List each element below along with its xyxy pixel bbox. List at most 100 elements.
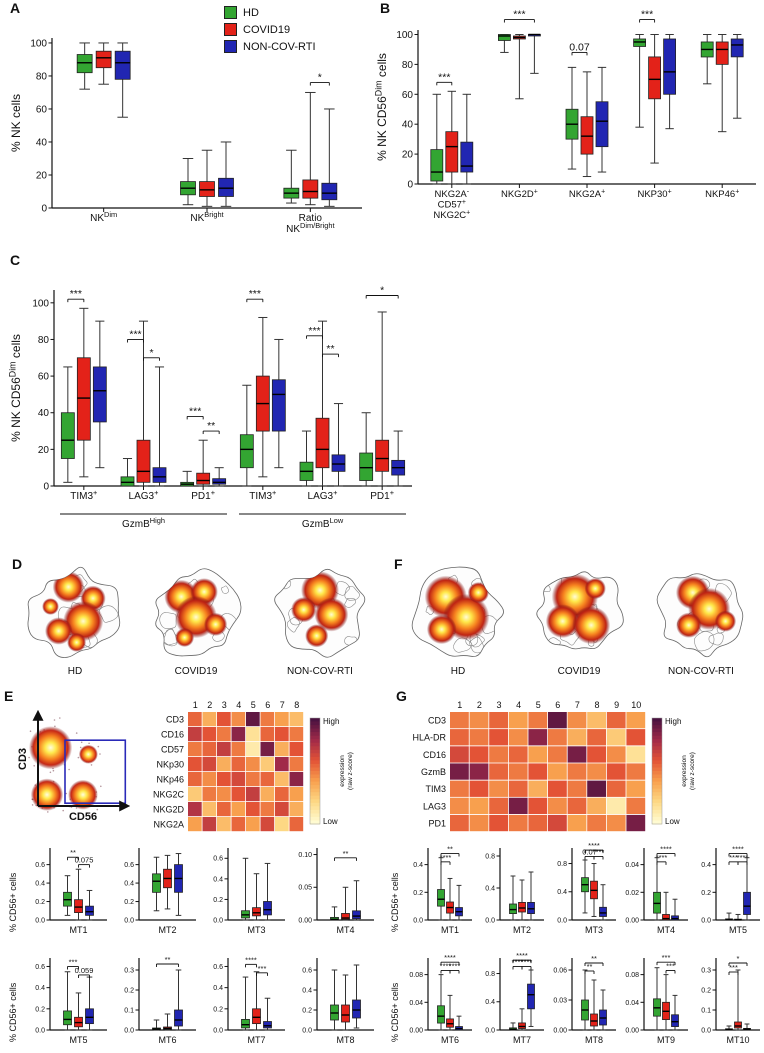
svg-text:PD1+: PD1+ xyxy=(191,488,215,502)
svg-text:0.0: 0.0 xyxy=(701,918,711,925)
svg-text:20: 20 xyxy=(402,150,414,161)
svg-text:0.4: 0.4 xyxy=(35,985,45,992)
svg-text:0.6: 0.6 xyxy=(35,964,45,971)
panel-e-boxplot-mt1: 0.0 0.2 0.4 0.6 ** 0.075 MT1 xyxy=(24,836,110,936)
svg-text:0.4: 0.4 xyxy=(302,988,312,995)
svg-text:MT4: MT4 xyxy=(337,925,355,935)
svg-text:0.1: 0.1 xyxy=(124,1008,134,1015)
panel-g-boxplot-mt7: 0.0 0.4 0.8 **** **** **** MT7 xyxy=(476,946,546,1046)
svg-text:CD3: CD3 xyxy=(428,716,446,726)
boxplot-svg: 0.00 0.03 0.06 **** MT8 xyxy=(553,954,616,1045)
panel-e-boxplot-mt3: 0.0 0.2 0.4 0.6 MT3 xyxy=(202,836,288,936)
panel-g-label: G xyxy=(396,688,407,704)
svg-text:10: 10 xyxy=(631,700,641,710)
svg-text:5: 5 xyxy=(251,700,256,710)
svg-text:***: *** xyxy=(662,953,671,962)
svg-text:NKG2C+: NKG2C+ xyxy=(433,209,470,221)
svg-text:0.3: 0.3 xyxy=(124,967,134,974)
boxplot-svg: 0 20 40 60 80 100 * NKDim NKBright RatioNKDim/Bri… xyxy=(9,38,362,235)
svg-text:0.0: 0.0 xyxy=(413,918,423,925)
svg-text:Ratio: Ratio xyxy=(299,213,323,224)
panel-f-label-covid19: COVID19 xyxy=(557,666,601,677)
svg-text:60: 60 xyxy=(402,90,414,101)
svg-text:****: **** xyxy=(660,845,672,854)
svg-text:1: 1 xyxy=(193,700,198,710)
svg-text:0.0: 0.0 xyxy=(213,918,223,925)
svg-text:***: *** xyxy=(729,853,738,862)
svg-text:**: ** xyxy=(326,343,334,355)
boxplot-svg: 0.00 0.02 0.04 ******** MT4 xyxy=(625,845,688,935)
svg-text:8: 8 xyxy=(594,700,599,710)
svg-text:0.2: 0.2 xyxy=(701,890,711,897)
svg-text:0.4: 0.4 xyxy=(35,881,45,888)
svg-text:MT2: MT2 xyxy=(159,925,177,935)
svg-text:0.04: 0.04 xyxy=(625,862,639,869)
svg-text:0.2: 0.2 xyxy=(302,1008,312,1015)
svg-text:0.10: 0.10 xyxy=(298,852,312,859)
panel-g-heatmap: 1 2 3 4 5 6 7 8 9 10 CD3 HLA-DR CD16 GzmB TIM3 LAG3 PD1 H… xyxy=(400,698,708,836)
svg-text:***: *** xyxy=(249,288,261,300)
svg-text:PD1+: PD1+ xyxy=(370,488,394,502)
svg-text:0.2: 0.2 xyxy=(124,899,134,906)
panel-e-flow-plot: CD56 CD3 xyxy=(12,704,136,826)
svg-text:0.4: 0.4 xyxy=(124,881,134,888)
panel-g-boxplot-mt8: 0.00 0.03 0.06 ** ** MT8 xyxy=(548,946,618,1046)
panel-g-boxplot-mt4: 0.00 0.02 0.04 **** **** MT4 xyxy=(620,836,690,936)
svg-text:****: **** xyxy=(521,957,533,966)
svg-text:NKG2C: NKG2C xyxy=(153,790,185,800)
svg-text:TIM3: TIM3 xyxy=(425,784,446,794)
svg-text:***: *** xyxy=(438,71,450,83)
svg-text:NKG2A-: NKG2A- xyxy=(435,188,470,200)
heatmap-svg: 1 2 3 4 5 6 7 8 CD3 CD16 CD57 NKp30 NKp46 NKG2C NKG2D N… xyxy=(153,700,354,832)
panel-d-tsne-covid19 xyxy=(138,562,254,664)
panel-g-boxplot-mt3: 0.0 0.4 0.8 **** 0.07 **** MT3 xyxy=(548,836,618,936)
boxplot-svg: 0.0 0.4 0.8 MT2 xyxy=(485,848,544,935)
svg-text:0: 0 xyxy=(407,180,413,191)
legend-item-hd: HD xyxy=(224,6,316,19)
svg-text:****: **** xyxy=(444,953,456,962)
svg-text:****: **** xyxy=(449,961,461,970)
svg-text:0.0: 0.0 xyxy=(35,1028,45,1035)
boxplot-svg: 0.0 0.2 0.4 ****** MT1 xyxy=(413,845,472,935)
svg-text:0.4: 0.4 xyxy=(701,862,711,869)
boxplot-svg: 0.0 0.2 0.4 0.6 MT8 xyxy=(302,958,374,1045)
svg-text:40: 40 xyxy=(402,120,414,131)
svg-text:0.08: 0.08 xyxy=(409,972,423,979)
svg-text:***: *** xyxy=(729,963,738,972)
svg-text:0.075: 0.075 xyxy=(75,856,94,865)
svg-text:***: *** xyxy=(129,328,141,340)
svg-text:*: * xyxy=(380,284,384,296)
svg-text:7: 7 xyxy=(280,700,285,710)
svg-text:MT8: MT8 xyxy=(585,1035,603,1045)
svg-text:CD56: CD56 xyxy=(69,811,97,823)
panel-f-label-non-cov-rti: NON-COV-RTI xyxy=(668,666,734,677)
svg-text:0.6: 0.6 xyxy=(35,862,45,869)
svg-text:TIM3+: TIM3+ xyxy=(70,488,97,502)
svg-text:3: 3 xyxy=(222,700,227,710)
svg-text:**: ** xyxy=(447,845,453,854)
svg-text:**: ** xyxy=(591,954,597,963)
svg-text:**: ** xyxy=(70,848,76,857)
svg-text:0.0: 0.0 xyxy=(302,1028,312,1035)
tsne-map-svg xyxy=(155,568,242,657)
panel-a-label: A xyxy=(10,0,21,16)
svg-text:****: **** xyxy=(737,853,749,862)
svg-text:*: * xyxy=(149,347,153,359)
svg-text:0.4: 0.4 xyxy=(557,889,567,896)
panel-d-tsne-non-cov-rti xyxy=(260,562,380,664)
panel-d-label-non-cov-rti: NON-COV-RTI xyxy=(287,666,353,677)
svg-text:0.07: 0.07 xyxy=(582,847,597,856)
svg-text:3: 3 xyxy=(496,700,501,710)
svg-text:0.0: 0.0 xyxy=(557,918,567,925)
svg-text:MT7: MT7 xyxy=(513,1035,531,1045)
svg-text:0.4: 0.4 xyxy=(413,862,423,869)
svg-text:0.04: 0.04 xyxy=(409,1000,423,1007)
svg-text:HLA-DR: HLA-DR xyxy=(412,733,446,743)
svg-text:% NK CD56Dim cells: % NK CD56Dim cells xyxy=(374,53,389,161)
boxplot-svg: 0.00 0.04 0.08 ****** MT9 xyxy=(625,953,688,1045)
tsne-map-svg xyxy=(656,573,744,658)
svg-text:7: 7 xyxy=(575,700,580,710)
svg-text:NKDim: NKDim xyxy=(90,210,117,224)
svg-text:0.6: 0.6 xyxy=(302,967,312,974)
svg-text:*: * xyxy=(318,72,322,84)
